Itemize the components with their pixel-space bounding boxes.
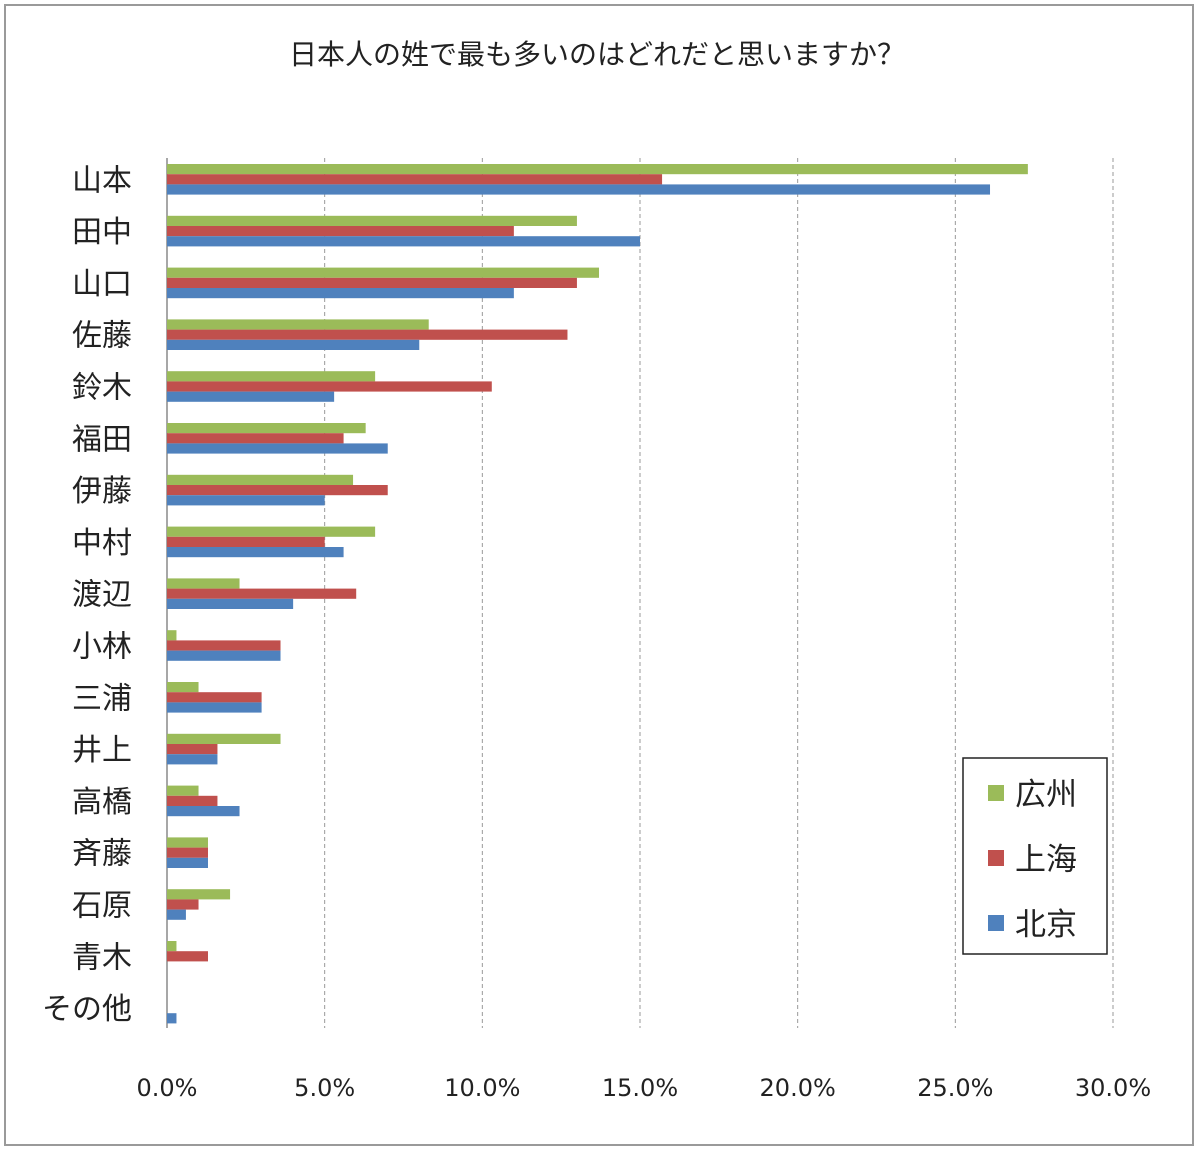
bars [167, 164, 1028, 1024]
x-tick-labels: 0.0% 5.0% 10.0% 15.0% 20.0% 25.0% 30.0% [137, 1074, 1152, 1102]
category-label: 小林 [72, 630, 132, 665]
bar-上海-中村 [167, 536, 325, 547]
bar-北京-田中 [167, 236, 640, 247]
bar-北京-高橋 [167, 806, 240, 817]
category-label: 三浦 [72, 681, 132, 716]
bar-北京-中村 [167, 547, 344, 558]
legend-label: 上海 [1015, 842, 1077, 878]
bar-北京-その他 [167, 1013, 177, 1024]
category-label: 佐藤 [72, 319, 132, 354]
bar-北京-石原 [167, 909, 186, 920]
category-label: 田中 [72, 215, 132, 250]
bar-北京-井上 [167, 754, 218, 765]
bar-北京-山口 [167, 288, 514, 299]
category-label: 伊藤 [72, 474, 132, 509]
bar-広州-高橋 [167, 785, 199, 796]
legend-label: 広州 [1015, 777, 1077, 813]
category-label: 渡辺 [72, 578, 132, 613]
category-label: 鈴木 [72, 371, 132, 406]
x-tick-label: 5.0% [294, 1074, 355, 1102]
x-tick-label: 0.0% [137, 1074, 198, 1102]
bar-北京-山本 [167, 184, 991, 195]
bar-広州-福田 [167, 423, 366, 434]
bar-北京-斉藤 [167, 857, 208, 868]
category-label: 山本 [72, 163, 132, 198]
chart-title: 日本人の姓で最も多いのはどれだと思いますか？ [289, 38, 905, 71]
bar-北京-三浦 [167, 702, 262, 713]
bar-上海-井上 [167, 744, 218, 755]
bar-上海-福田 [167, 433, 344, 444]
bar-広州-三浦 [167, 682, 199, 693]
bar-北京-福田 [167, 443, 388, 454]
category-label: 山口 [72, 267, 132, 302]
legend-label: 北京 [1015, 907, 1077, 943]
bar-上海-山本 [167, 174, 663, 185]
bar-上海-伊藤 [167, 485, 388, 496]
x-tick-label: 15.0% [602, 1074, 678, 1102]
category-label: 高橋 [72, 785, 132, 820]
legend-swatch [988, 785, 1004, 801]
bar-北京-鈴木 [167, 391, 335, 402]
category-label: 青木 [72, 940, 132, 975]
bar-広州-石原 [167, 889, 231, 900]
category-label: 石原 [72, 889, 132, 924]
legend-swatch [988, 915, 1004, 931]
category-label: 福田 [72, 422, 132, 457]
bar-広州-山口 [167, 267, 600, 278]
bar-上海-佐藤 [167, 329, 568, 340]
bar-広州-井上 [167, 733, 281, 744]
bar-上海-山口 [167, 277, 577, 288]
x-tick-label: 20.0% [760, 1074, 836, 1102]
bar-広州-青木 [167, 941, 177, 952]
bar-広州-山本 [167, 164, 1028, 175]
bar-上海-高橋 [167, 795, 218, 806]
bar-上海-田中 [167, 226, 514, 237]
legend-box [962, 757, 1108, 955]
bar-北京-小林 [167, 650, 281, 661]
bar-上海-小林 [167, 640, 281, 651]
legend-swatch [988, 850, 1004, 866]
bar-広州-中村 [167, 526, 376, 537]
bar-広州-斉藤 [167, 837, 208, 848]
bar-上海-三浦 [167, 692, 262, 703]
category-label: 中村 [72, 526, 132, 561]
bar-広州-鈴木 [167, 371, 376, 382]
x-tick-label: 30.0% [1075, 1074, 1151, 1102]
bar-上海-渡辺 [167, 588, 357, 599]
x-tick-label: 25.0% [917, 1074, 993, 1102]
category-label: 井上 [72, 733, 132, 768]
category-label: 斉藤 [72, 837, 132, 872]
bar-広州-渡辺 [167, 578, 240, 589]
bar-北京-佐藤 [167, 339, 420, 350]
bar-上海-斉藤 [167, 847, 208, 858]
category-label: その他 [42, 992, 132, 1027]
bar-広州-伊藤 [167, 474, 354, 485]
bar-上海-青木 [167, 951, 208, 962]
bar-広州-佐藤 [167, 319, 429, 330]
bar-広州-小林 [167, 630, 177, 641]
bar-北京-渡辺 [167, 598, 294, 609]
bar-広州-田中 [167, 215, 577, 226]
x-tick-label: 10.0% [444, 1074, 520, 1102]
bar-上海-鈴木 [167, 381, 492, 392]
bar-北京-伊藤 [167, 495, 325, 506]
bar-上海-石原 [167, 899, 199, 910]
